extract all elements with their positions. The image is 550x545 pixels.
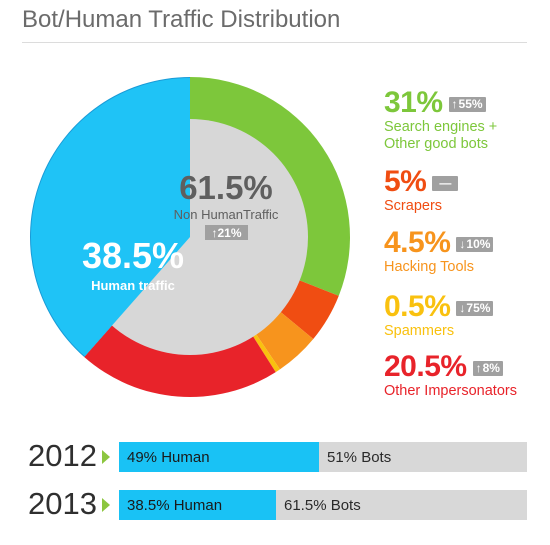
legend-item-search-engines-other-good-bots: 31% ↑55% Search engines + Other good bots — [384, 86, 497, 153]
change-badge: ↓75% — [456, 300, 494, 316]
legend-item-other-impersonators: 20.5% ↑8% Other Impersonators — [384, 350, 517, 400]
legend-label: Hacking Tools — [384, 259, 475, 275]
change-value: 10% — [466, 236, 491, 251]
change-badge: ↑55% — [448, 96, 486, 112]
arrow-down-icon: ↓ — [459, 300, 466, 315]
center-label: Non HumanTraffic — [174, 207, 279, 222]
human-value: 38.5% — [82, 235, 184, 276]
bar-row-2013: 2013 38.5% Human 61.5% Bots — [28, 486, 528, 521]
center-change-value: 21% — [217, 226, 241, 240]
donut-slice-human-traffic — [30, 77, 190, 357]
arrow-up-icon: ↑ — [451, 96, 458, 111]
legend-label: Search engines + Other good bots — [384, 119, 498, 152]
legend-label: Other Impersonators — [384, 383, 517, 399]
bar-bots-segment: 49% Human 51% Bots — [119, 442, 527, 472]
triangle-right-icon — [102, 498, 110, 512]
bar-human-label: 49% Human — [127, 449, 210, 466]
bar-human-segment — [119, 442, 319, 472]
triangle-right-icon — [102, 450, 110, 464]
legend-label: Spammers — [384, 323, 455, 339]
change-badge: ↓10% — [456, 236, 494, 252]
change-value: — — [439, 175, 452, 190]
change-value: 55% — [458, 96, 483, 111]
title-divider — [22, 42, 527, 43]
center-value: 61.5% — [179, 169, 273, 206]
bar-bots-label: 61.5% Bots — [284, 497, 361, 514]
arrow-down-icon: ↓ — [459, 236, 466, 251]
legend-item-spammers: 0.5% ↓75% Spammers — [384, 290, 494, 340]
bar-bots-label: 51% Bots — [327, 449, 392, 466]
bar-year-label: 2012 — [28, 438, 97, 473]
center-change-badge — [205, 225, 248, 240]
change-value: 8% — [482, 360, 500, 375]
arrow-up-icon: ↑ — [211, 226, 217, 240]
legend-item-hacking-tools: 4.5% ↓10% Hacking Tools — [384, 226, 494, 276]
change-badge: — — [432, 175, 459, 191]
legend-value: 31% — [384, 86, 443, 119]
arrow-up-icon: ↑ — [475, 360, 482, 375]
donut-chart: 61.5%Non HumanTraffic ↑21% 38.5% Human traf… — [29, 76, 350, 397]
bar-row-2012: 2012 49% Human 51% Bots — [28, 438, 528, 473]
human-label: Human traffic — [91, 278, 175, 293]
bar-year-label: 2013 — [28, 486, 97, 521]
legend-value: 20.5% — [384, 350, 467, 383]
bar-human-segment — [119, 490, 276, 520]
legend-value: 5% — [384, 165, 427, 198]
svg-text:↑21%: ↑21% — [211, 226, 241, 240]
page-title: Bot/Human Traffic Distribution — [22, 6, 341, 33]
change-badge: ↑8% — [472, 360, 503, 376]
legend-value: 4.5% — [384, 226, 451, 259]
bar-bots-segment: 38.5% Human 61.5% Bots — [119, 490, 527, 520]
legend-value: 0.5% — [384, 290, 451, 323]
change-value: 75% — [466, 300, 491, 315]
legend-label: Scrapers — [384, 198, 443, 214]
bar-human-label: 38.5% Human — [127, 497, 223, 514]
legend-item-scrapers: 5% — Scrapers — [384, 165, 459, 215]
